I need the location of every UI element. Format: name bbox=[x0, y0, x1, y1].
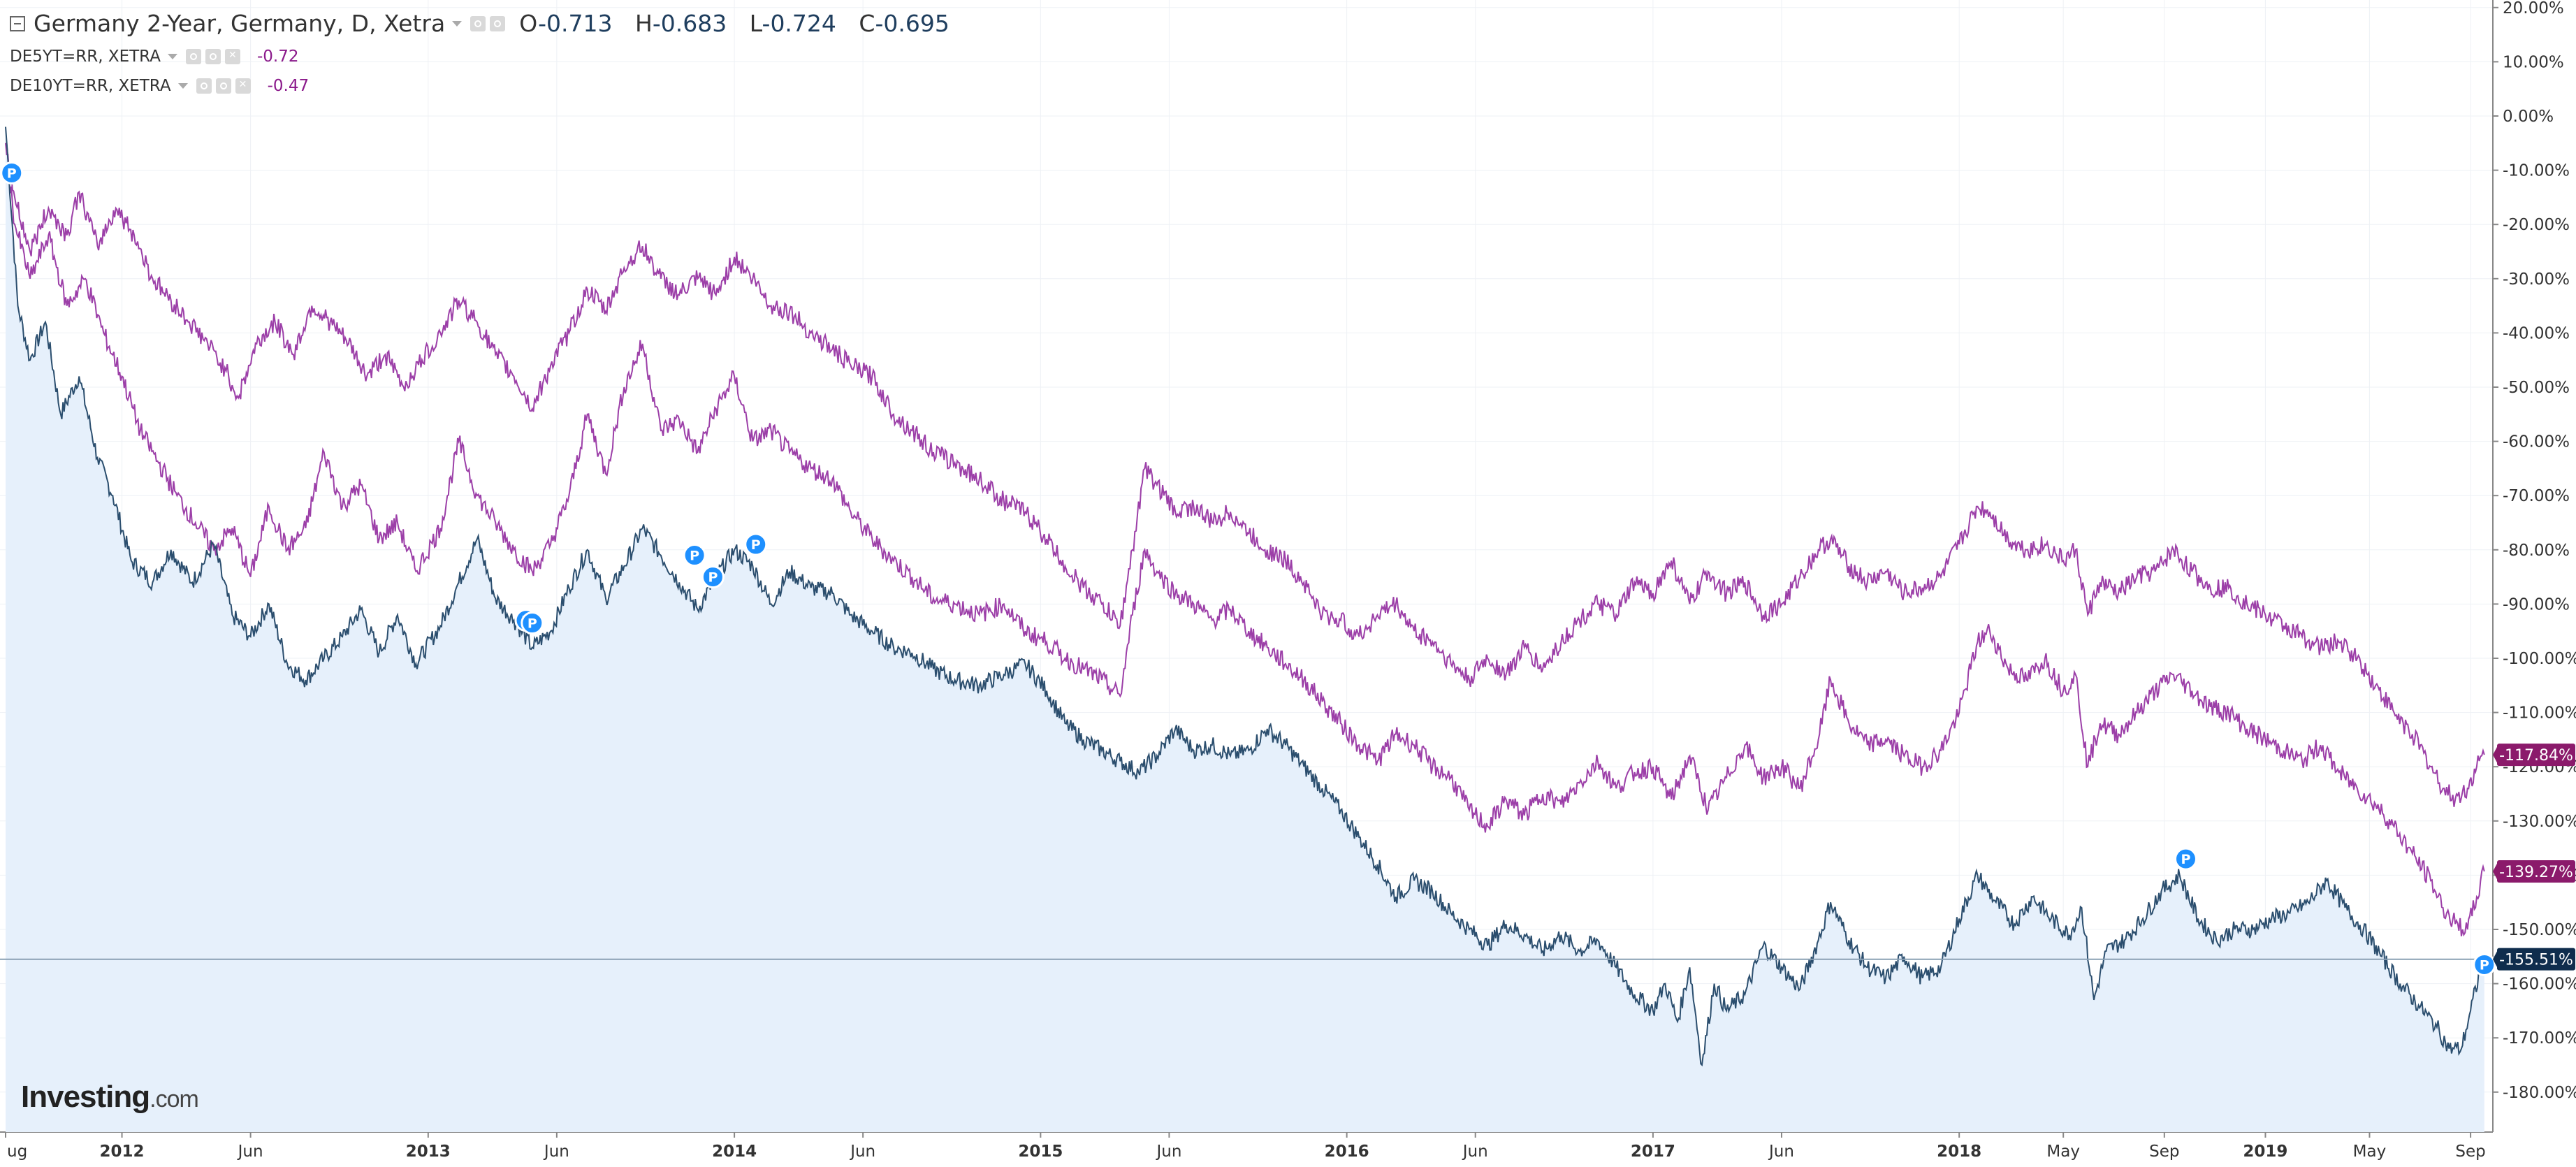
investing-logo: Investing.com bbox=[21, 1080, 199, 1114]
collapse-icon[interactable] bbox=[10, 15, 25, 31]
main-series-area bbox=[6, 126, 2484, 1132]
main-title: Germany 2-Year, Germany, D, Xetra bbox=[34, 10, 446, 37]
x-tick-label: 2018 bbox=[1937, 1143, 1981, 1161]
series-line-2 bbox=[5, 143, 2485, 807]
x-tick-label: Sep bbox=[2149, 1143, 2179, 1161]
event-marker-label: P bbox=[527, 616, 537, 632]
event-marker-label: P bbox=[708, 570, 718, 586]
x-tick-label: 2013 bbox=[406, 1143, 451, 1161]
x-tick-label: May bbox=[2046, 1143, 2080, 1161]
event-marker bbox=[744, 532, 768, 556]
eye-icon[interactable] bbox=[470, 15, 486, 31]
x-tick-label: Jun bbox=[849, 1143, 875, 1161]
x-tick-label: 2017 bbox=[1631, 1143, 1675, 1161]
event-marker-label: P bbox=[751, 537, 761, 553]
close-label: C bbox=[859, 10, 875, 37]
x-tick-label: 2019 bbox=[2243, 1143, 2287, 1161]
ohlc-readout: O-0.713 H-0.683 L-0.724 C-0.695 bbox=[519, 10, 965, 37]
y-tick-label: -50.00% bbox=[2503, 379, 2570, 397]
last-value-badge bbox=[2497, 744, 2575, 767]
close-value: -0.695 bbox=[875, 10, 949, 37]
legend-main: Germany 2-Year, Germany, D, Xetra O-0.71… bbox=[10, 10, 965, 37]
event-marker bbox=[2473, 952, 2496, 976]
y-tick-label: -180.00% bbox=[2503, 1084, 2576, 1102]
y-tick-label: -160.00% bbox=[2503, 976, 2576, 994]
x-tick-label: Jun bbox=[237, 1143, 263, 1161]
last-value-badge bbox=[2497, 948, 2575, 971]
x-tick-label: 2016 bbox=[1325, 1143, 1369, 1161]
y-tick-label: -20.00% bbox=[2503, 216, 2570, 234]
event-marker-label: P bbox=[2181, 852, 2191, 867]
low-value: -0.724 bbox=[762, 10, 836, 37]
close-icon[interactable] bbox=[224, 49, 240, 64]
y-tick-label: -90.00% bbox=[2503, 595, 2570, 614]
last-value-label: -155.51% bbox=[2499, 952, 2573, 969]
high-value: -0.683 bbox=[652, 10, 727, 37]
gear-icon[interactable] bbox=[490, 15, 506, 31]
event-marker-label: P bbox=[690, 549, 699, 564]
compare-value: -0.47 bbox=[267, 77, 310, 95]
x-tick-label: Jun bbox=[543, 1143, 569, 1161]
event-marker-label: P bbox=[7, 166, 17, 181]
chevron-down-icon[interactable] bbox=[167, 54, 177, 59]
close-icon[interactable] bbox=[235, 78, 251, 94]
event-marker bbox=[701, 565, 725, 589]
x-tick-label: ug bbox=[7, 1143, 27, 1161]
event-marker bbox=[683, 544, 706, 567]
eye-icon[interactable] bbox=[196, 78, 212, 94]
x-tick-label: 2014 bbox=[712, 1143, 757, 1161]
compare-value: -0.72 bbox=[256, 48, 299, 66]
x-tick-label: May bbox=[2353, 1143, 2387, 1161]
y-tick-label: -40.00% bbox=[2503, 324, 2570, 342]
y-tick-label: -110.00% bbox=[2503, 704, 2576, 723]
open-label: O bbox=[519, 10, 539, 37]
x-tick-label: 2012 bbox=[100, 1143, 145, 1161]
y-tick-label: -150.00% bbox=[2503, 921, 2576, 939]
legend-compare-de5y: DE5YT=RR, XETRA -0.72 bbox=[10, 48, 298, 66]
last-value-label: -139.27% bbox=[2499, 864, 2573, 881]
y-tick-label: -170.00% bbox=[2503, 1029, 2576, 1048]
y-tick-label: -60.00% bbox=[2503, 433, 2570, 451]
eye-icon[interactable] bbox=[185, 49, 201, 64]
chevron-down-icon[interactable] bbox=[177, 83, 188, 89]
event-marker-label: P bbox=[2480, 957, 2489, 973]
x-tick-label: Jun bbox=[1155, 1143, 1181, 1161]
y-tick-label: -10.00% bbox=[2503, 162, 2570, 180]
last-value-label: -117.84% bbox=[2499, 747, 2573, 764]
x-tick-label: Sep bbox=[2455, 1143, 2485, 1161]
y-tick-label: -80.00% bbox=[2503, 542, 2570, 560]
high-label: H bbox=[635, 10, 653, 37]
compare-symbol: DE5YT=RR, XETRA bbox=[10, 48, 161, 66]
x-tick-label: Jun bbox=[1768, 1143, 1794, 1161]
event-marker bbox=[0, 161, 24, 184]
y-tick-label: 20.00% bbox=[2503, 0, 2564, 17]
event-marker bbox=[521, 611, 544, 635]
last-value-badge bbox=[2497, 860, 2575, 883]
compare-symbol: DE10YT=RR, XETRA bbox=[10, 77, 171, 95]
gear-icon[interactable] bbox=[215, 78, 231, 94]
x-tick-label: 2015 bbox=[1018, 1143, 1063, 1161]
low-label: L bbox=[749, 10, 762, 37]
y-tick-label: 0.00% bbox=[2503, 108, 2554, 126]
series-line-main bbox=[5, 126, 2485, 1067]
legend-compare-de10y: DE10YT=RR, XETRA -0.47 bbox=[10, 77, 309, 95]
y-tick-label: 10.00% bbox=[2503, 53, 2564, 71]
open-value: -0.713 bbox=[538, 10, 613, 37]
chevron-down-icon[interactable] bbox=[452, 20, 463, 27]
x-tick-label: Jun bbox=[1462, 1143, 1488, 1161]
y-tick-label: -100.00% bbox=[2503, 650, 2576, 668]
gear-icon[interactable] bbox=[205, 49, 221, 64]
series-line-1 bbox=[5, 143, 2485, 937]
event-marker bbox=[2174, 847, 2197, 871]
y-tick-label: -70.00% bbox=[2503, 487, 2570, 505]
y-tick-label: -130.00% bbox=[2503, 813, 2576, 831]
y-tick-label: -30.00% bbox=[2503, 270, 2570, 289]
